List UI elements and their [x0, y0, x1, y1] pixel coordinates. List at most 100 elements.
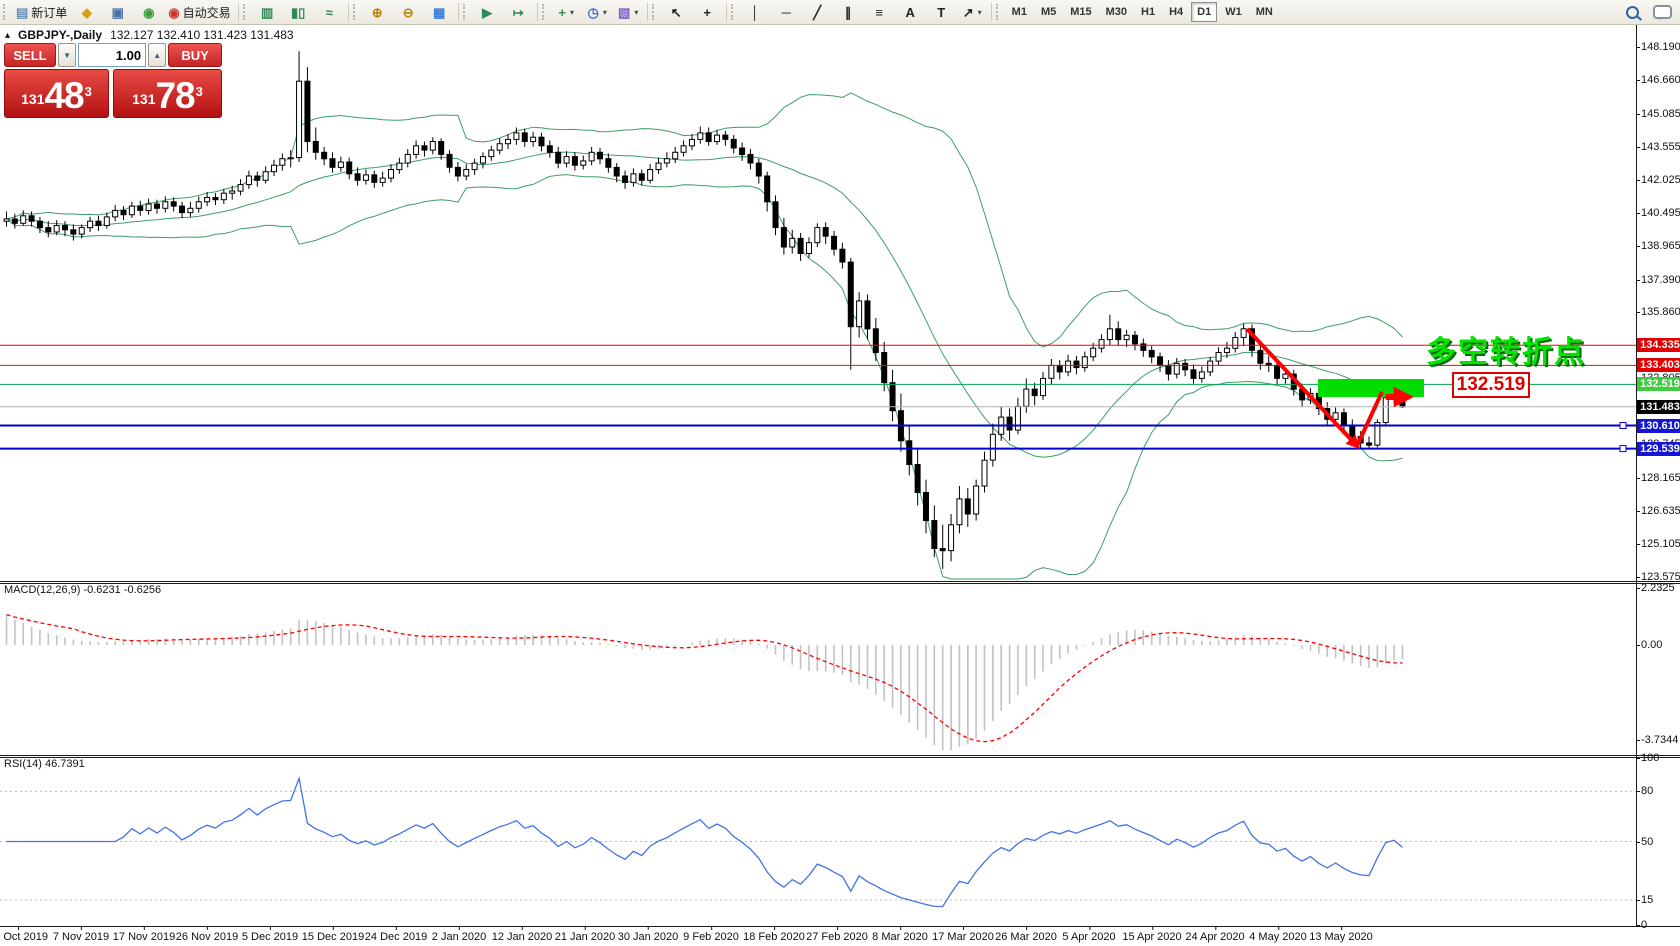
symbol-header: ▴ GBPJPY-,Daily 132.127 132.410 131.423 … — [5, 28, 294, 42]
line-chart-icon: ≈ — [325, 4, 333, 20]
rsi-axis-tick: 0 — [1636, 919, 1680, 932]
time-axis-label: 2 Jan 2020 — [431, 927, 487, 943]
candle-chart-button[interactable]: ▮▯ — [283, 1, 314, 24]
label-button[interactable]: T — [926, 1, 957, 24]
text-button[interactable]: A — [895, 1, 926, 24]
charts-window-button[interactable]: ▣ — [102, 1, 133, 24]
periods-icon: ◷ — [587, 4, 599, 20]
turning-point-annotation[interactable]: 多空转折点 — [1426, 336, 1586, 369]
cursor-button[interactable]: ↖ — [661, 1, 692, 24]
timeframe-button-m15[interactable]: M15 — [1070, 6, 1092, 18]
zoom-in-button[interactable]: ⊕ — [362, 1, 393, 24]
line-chart-button[interactable]: ≈ — [314, 1, 345, 24]
timeframe-button-m5[interactable]: M5 — [1040, 6, 1057, 18]
indicators-icon: + — [558, 4, 566, 20]
buy-button[interactable]: BUY — [168, 43, 222, 67]
tile-windows-button[interactable]: ▦ — [424, 1, 455, 24]
timeframe-button-w1[interactable]: W1 — [1225, 6, 1242, 18]
trend-arrow[interactable] — [1355, 391, 1384, 447]
time-axis-label: 21 Jan 2020 — [554, 927, 616, 943]
dropdown-caret-icon[interactable]: ▾ — [569, 7, 574, 17]
profile-button[interactable]: ◆ — [71, 1, 102, 24]
chat-icon[interactable] — [1653, 5, 1672, 20]
sell-price-display[interactable]: 131 48 3 — [4, 69, 110, 118]
price-axis-tick: 125.105 — [1636, 538, 1680, 551]
price-callout-label[interactable]: 132.519 — [1452, 372, 1530, 398]
price-axis-tick: 138.965 — [1636, 240, 1680, 253]
dropdown-caret-icon[interactable]: ▾ — [977, 7, 982, 17]
toolbar-separator — [347, 3, 349, 21]
trend-arrows[interactable] — [1245, 327, 1415, 449]
pane-separator[interactable] — [0, 583, 1680, 584]
candles — [3, 51, 1406, 569]
bar-chart-button[interactable]: ▥ — [252, 1, 283, 24]
toolbar-grip — [541, 4, 548, 20]
buy-price-display[interactable]: 131 78 3 — [113, 69, 222, 118]
timeframe-button-h1[interactable]: H1 — [1141, 6, 1156, 18]
rsi-pane-canvas[interactable] — [0, 757, 1637, 926]
arrows-button[interactable]: ↗ ▾ — [957, 1, 988, 24]
crosshair-icon: + — [703, 4, 711, 20]
channel-button[interactable]: ∥ — [833, 1, 864, 24]
main-chart-canvas[interactable] — [0, 25, 1637, 582]
volume-decrease-button[interactable]: ▼ — [58, 43, 77, 67]
pane-separator[interactable] — [0, 581, 1680, 582]
macd-axis-tick: 0.00 — [1636, 639, 1680, 652]
pane-separator[interactable] — [0, 755, 1680, 756]
sell-price-big: 48 — [44, 75, 84, 116]
fibonacci-button[interactable]: ≡ — [864, 1, 895, 24]
panel-collapse-icon[interactable]: ▴ — [5, 29, 11, 41]
signals-button[interactable]: ◉ — [133, 1, 164, 24]
autotrade-icon: ◉ — [168, 4, 180, 20]
chart-shift-button[interactable]: ↦ — [503, 1, 534, 24]
toolbar-separator — [457, 3, 459, 21]
time-axis-label: 12 Jan 2020 — [491, 927, 553, 943]
volume-increase-button[interactable]: ▲ — [148, 43, 167, 67]
vertical-line-button[interactable]: │ — [740, 1, 771, 24]
timeframe-button-m1[interactable]: M1 — [1011, 6, 1027, 18]
trend-arrow[interactable] — [1245, 327, 1360, 449]
periods-button[interactable]: ◷ ▾ — [582, 1, 613, 24]
price-axis-tick: 140.495 — [1636, 207, 1680, 220]
crosshair-button[interactable]: + — [692, 1, 723, 24]
autotrade-button[interactable]: ◉ 自动交易 — [164, 1, 234, 24]
dropdown-caret-icon[interactable]: ▾ — [634, 7, 639, 17]
sell-price-small: 131 — [21, 91, 45, 107]
time-axis-border — [0, 926, 1680, 927]
cursor-icon: ↖ — [670, 4, 682, 20]
sell-price-sup: 3 — [84, 84, 92, 99]
pane-separator[interactable] — [0, 757, 1680, 758]
price-axis-tick: 146.660 — [1636, 74, 1680, 87]
timeframe-button-mn[interactable]: MN — [1255, 6, 1273, 18]
timeframe-button-h4[interactable]: H4 — [1169, 6, 1184, 18]
auto-scroll-button[interactable]: ▶ — [472, 1, 503, 24]
support-zone-rect[interactable] — [1318, 379, 1424, 397]
time-axis-label: 5 Apr 2020 — [1062, 927, 1116, 943]
search-icon[interactable] — [1626, 5, 1639, 19]
zoom-out-icon: ⊖ — [402, 4, 414, 20]
sell-button[interactable]: SELL — [4, 43, 57, 67]
timeframe-button-m30[interactable]: M30 — [1105, 6, 1128, 18]
trendline-button[interactable]: ╱ — [802, 1, 833, 24]
price-axis-tick: 145.085 — [1636, 108, 1680, 121]
zoom-out-button[interactable]: ⊖ — [393, 1, 424, 24]
toolbar-separator — [990, 3, 992, 21]
time-axis-label: 9 Feb 2020 — [683, 927, 739, 943]
new-order-button[interactable]: ▤ 新订单 — [12, 1, 71, 24]
line-selection-handle[interactable] — [1619, 445, 1627, 453]
macd-pane-canvas[interactable] — [0, 583, 1637, 755]
charts-window-icon: ▣ — [111, 4, 124, 20]
bollinger-bands — [6, 92, 1403, 580]
horizontal-line-button[interactable]: ─ — [771, 1, 802, 24]
indicators-button[interactable]: + ▾ — [551, 1, 582, 24]
chart-window: 148.190 146.660 145.085 143.555 142.025 140.4… — [0, 25, 1680, 946]
templates-button[interactable]: ▧ ▾ — [613, 1, 644, 24]
line-selection-handle[interactable] — [1619, 422, 1627, 429]
volume-input[interactable] — [78, 43, 147, 67]
time-axis-label: 27 Feb 2020 — [806, 927, 868, 943]
timeframe-button-d1[interactable]: D1 — [1191, 2, 1218, 22]
toolbar: ▤ 新订单 ◆ ▣ ◉ ◉ 自动交易 ▥ ▮▯ ≈ ⊕ ⊖ ▦ ▶ ↦ + ▾ ◷ ▾ ▧ ▾ ↖ + │ ─ ╱ ∥ ≡ A T ↗ ▾ M… — [0, 0, 1680, 25]
time-axis-label: 15 Dec 2019 — [301, 927, 365, 943]
dropdown-caret-icon[interactable]: ▾ — [602, 7, 607, 17]
price-badge-134.335: 134.335 — [1637, 338, 1680, 353]
